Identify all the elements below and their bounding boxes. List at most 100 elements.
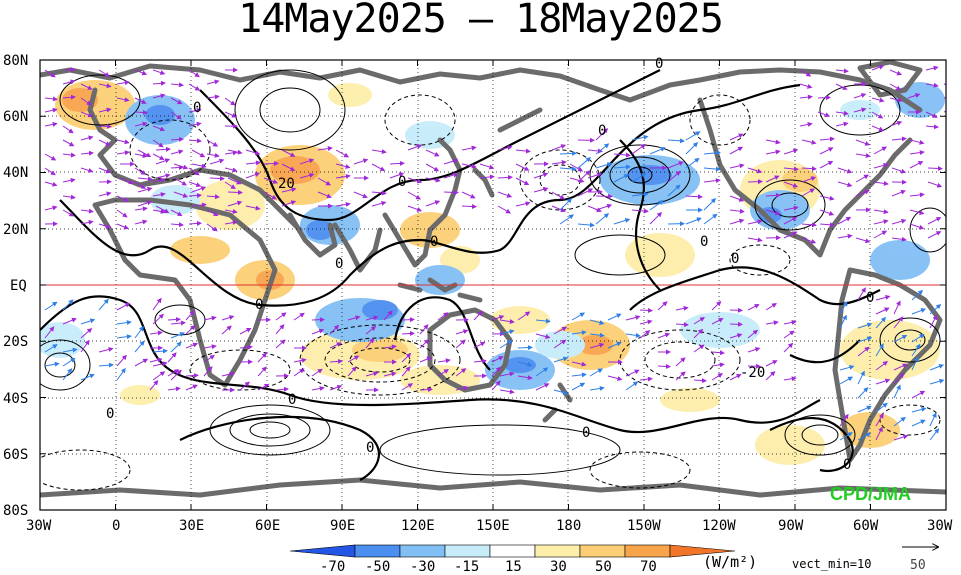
wind-vector-arrow-icon (711, 318, 724, 325)
wind-vector-arrow-icon (783, 148, 799, 155)
wind-vector-arrow-icon (889, 83, 902, 91)
wind-vector-arrow-icon (98, 69, 111, 77)
wind-vector-arrow-icon (371, 163, 386, 171)
wind-vector-arrow-icon (497, 205, 511, 214)
wind-vector-arrow-icon (801, 222, 817, 228)
wind-vector-arrow-icon (170, 341, 182, 353)
wind-vector-arrow-icon (703, 166, 721, 172)
wind-vector-arrow-icon (437, 369, 449, 377)
wind-vector-arrow-icon (783, 376, 797, 382)
wind-vector-arrow-icon (855, 237, 871, 244)
wind-vector-arrow-icon (227, 200, 243, 207)
contour-label: 0 (866, 290, 874, 306)
wind-vector-arrow-icon (893, 384, 901, 399)
wind-vector-arrow-icon (945, 181, 946, 182)
wind-vector-arrow-icon (909, 192, 925, 198)
wind-vector-arrow-icon (729, 133, 744, 141)
wind-vector-arrow-icon (335, 149, 350, 158)
wind-vector-arrow-icon (497, 191, 513, 198)
wind-vector-arrow-icon (839, 413, 849, 427)
wind-vector-arrow-icon (209, 158, 225, 165)
wind-vector-arrow-icon (657, 301, 668, 311)
wind-vector-arrow-icon (873, 146, 888, 155)
wind-vector-arrow-icon (499, 319, 515, 324)
wind-vector-arrow-icon (927, 165, 943, 171)
wind-vector-arrow-icon (729, 146, 744, 155)
wind-vector-arrow-icon (293, 368, 305, 377)
wind-vector-arrow-icon (44, 167, 56, 176)
wind-vector-arrow-icon (275, 386, 289, 392)
wind-vector-arrow-icon (263, 160, 279, 166)
wind-vector-arrow-icon (80, 167, 94, 173)
wind-vector-arrow-icon (515, 163, 530, 171)
wind-vector-arrow-icon (137, 149, 152, 158)
wind-vector-arrow-icon (801, 237, 817, 244)
wind-vector-arrow-icon (857, 405, 872, 413)
wind-vector-arrow-icon (517, 375, 533, 381)
wind-vector-arrow-icon (188, 167, 200, 176)
wind-vector-arrow-icon (419, 356, 433, 363)
wind-vector-arrow-icon (62, 347, 78, 353)
wind-vector-arrow-icon (711, 362, 725, 368)
wind-vector-arrow-icon (275, 324, 285, 335)
wind-vector-arrow-icon (80, 208, 94, 214)
wind-vector-arrow-icon (631, 134, 649, 141)
wind-vector-arrow-icon (137, 176, 153, 182)
wind-vector-arrow-icon (535, 367, 549, 377)
wind-vector-arrow-icon (98, 107, 112, 113)
wind-vector-arrow-icon (839, 364, 855, 371)
y-tick-label: 80S (3, 503, 28, 519)
wind-vector-arrow-icon (839, 432, 853, 441)
wind-vector-arrow-icon (329, 384, 343, 391)
wind-vector-arrow-icon (801, 176, 817, 183)
wind-vector-arrow-icon (873, 219, 889, 225)
wind-vector-arrow-icon (819, 195, 835, 201)
wind-vector-arrow-icon (871, 111, 884, 119)
wind-vector-arrow-icon (853, 93, 867, 99)
contour-label: 0 (255, 297, 263, 313)
wind-vector-arrow-icon (80, 111, 94, 118)
wind-vector-arrow-icon (675, 371, 686, 381)
wind-vector-arrow-icon (44, 344, 58, 353)
colorbar-swatch (579, 544, 626, 558)
wind-vector-arrow-icon (80, 318, 96, 325)
wind-vector-arrow-icon (595, 128, 609, 141)
wind-vector-arrow-icon (837, 233, 853, 239)
wind-vector-arrow-icon (703, 198, 717, 211)
wind-vector-arrow-icon (188, 121, 202, 127)
colorbar-tick-label: -30 (410, 559, 435, 575)
wind-vector-arrow-icon (783, 216, 798, 225)
wind-vector-arrow-icon (747, 347, 761, 353)
wind-vector-arrow-icon (875, 294, 891, 301)
contour-label: 0 (582, 425, 590, 441)
wind-vector-arrow-icon (134, 358, 149, 367)
credit-label: CPD/JMA (830, 484, 911, 504)
wind-vector-arrow-icon (925, 65, 939, 71)
wind-vector-arrow-icon (245, 149, 261, 156)
wind-vector-arrow-icon (765, 303, 777, 311)
colorbar-tick-labels: -70 -50 -30 -15 15 30 50 70 (320, 559, 657, 575)
wind-vector-arrow-icon (929, 314, 938, 329)
wind-vector-arrow-icon (553, 326, 568, 335)
wind-vector-arrow-icon (401, 383, 414, 391)
wind-vector-arrow-icon (473, 341, 486, 349)
wind-vector-arrow-icon (461, 191, 476, 199)
wind-vector-arrow-icon (491, 380, 501, 391)
wind-vector-arrow-icon (191, 149, 206, 158)
wind-vector-arrow-icon (589, 368, 603, 377)
wind-vector-arrow-icon (571, 330, 587, 336)
wind-vector-arrow-icon (209, 176, 225, 182)
wind-vector-arrow-icon (116, 209, 128, 218)
wind-vector-arrow-icon (553, 339, 567, 349)
wind-vector-arrow-icon (116, 367, 126, 381)
wind-vector-arrow-icon (595, 162, 613, 169)
wind-vector-arrow-icon (499, 339, 513, 349)
wind-vector-arrow-icon (711, 300, 722, 311)
wind-vector-arrow-icon (595, 143, 610, 155)
x-tick-label: 30E (179, 518, 204, 534)
wind-vector-arrow-icon (703, 150, 721, 156)
wind-vector-arrow-icon (116, 139, 130, 145)
wind-vector-arrow-icon (559, 166, 577, 172)
wind-vector-arrow-icon (152, 153, 165, 160)
wind-vector-arrow-icon (257, 352, 267, 363)
